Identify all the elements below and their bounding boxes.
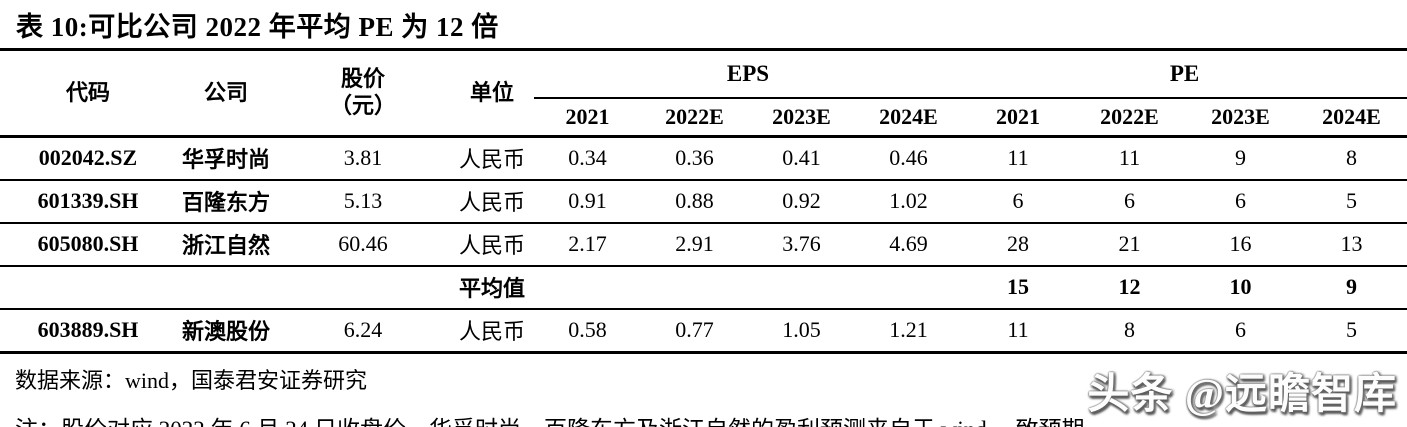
cell-unit: 人民币 bbox=[458, 190, 525, 215]
cell-company-empty bbox=[176, 266, 276, 309]
cell-eps-2022e: 0.36 bbox=[675, 145, 714, 170]
cell-pe-2021: 6 bbox=[1012, 188, 1024, 213]
cell-code-empty bbox=[0, 266, 176, 309]
col-header-code: 代码 bbox=[65, 79, 110, 105]
cell-eps-2022e-empty bbox=[641, 266, 748, 309]
col-header-eps-2022e: 2022E bbox=[665, 103, 724, 129]
cell-company: 百隆东方 bbox=[181, 190, 270, 215]
cell-eps-2021: 2.17 bbox=[568, 231, 607, 256]
cell-eps-2022e: 2.91 bbox=[675, 231, 714, 256]
header-group-row: 代码 公司 股价 （元） 单位 EPS PE bbox=[0, 51, 1407, 118]
cell-pe-2023e: 16 bbox=[1229, 231, 1252, 256]
cell-pe-2023e: 6 bbox=[1235, 317, 1246, 342]
cell-pe-2023e: 6 bbox=[1235, 188, 1246, 213]
cell-pe-2023e: 9 bbox=[1235, 145, 1246, 170]
cell-pe-2021: 15 bbox=[1007, 274, 1029, 299]
cell-eps-2021: 0.58 bbox=[568, 317, 607, 342]
col-header-price-line2: （元） bbox=[329, 92, 396, 118]
cell-pe-2021: 11 bbox=[1007, 317, 1029, 342]
cell-eps-2024e: 4.69 bbox=[889, 231, 928, 256]
col-group-pe: PE bbox=[962, 51, 1407, 99]
cell-code: 601339.SH bbox=[37, 188, 139, 213]
cell-pe-2024e: 13 bbox=[1340, 231, 1363, 256]
cell-price: 60.46 bbox=[338, 231, 388, 256]
cell-pe-2024e: 8 bbox=[1346, 145, 1357, 170]
cell-company: 浙江自然 bbox=[181, 233, 270, 258]
cell-unit: 人民币 bbox=[458, 319, 525, 344]
col-group-eps: EPS bbox=[534, 51, 962, 99]
cell-pe-2021: 28 bbox=[1007, 231, 1029, 256]
cell-eps-2021-empty bbox=[534, 266, 641, 309]
cell-eps-2021: 0.91 bbox=[568, 188, 607, 213]
table-row: 605080.SH 浙江自然 60.46 人民币 2.17 2.91 3.76 … bbox=[0, 222, 1407, 266]
cell-eps-2024e: 0.46 bbox=[889, 145, 928, 170]
cell-pe-2024e: 5 bbox=[1346, 317, 1357, 342]
cell-pe-2021: 11 bbox=[1007, 145, 1029, 170]
cell-eps-2023e: 3.76 bbox=[782, 231, 821, 256]
col-header-company: 公司 bbox=[203, 79, 248, 105]
col-header-eps-2023e: 2023E bbox=[772, 103, 831, 129]
col-header-price: 股价 （元） bbox=[276, 51, 450, 136]
table-header: 代码 公司 股价 （元） 单位 EPS PE 2021 2022E 2023E … bbox=[0, 51, 1407, 136]
cell-pe-2022e: 12 bbox=[1118, 274, 1141, 299]
cell-pe-2024e: 9 bbox=[1346, 274, 1357, 299]
cell-unit: 人民币 bbox=[458, 147, 525, 172]
cell-code: 002042.SZ bbox=[38, 145, 138, 170]
comparable-companies-table: 代码 公司 股价 （元） 单位 EPS PE 2021 2022E 2023E … bbox=[0, 51, 1407, 354]
cell-price-empty bbox=[276, 266, 450, 309]
col-header-pe-2023e: 2023E bbox=[1211, 103, 1270, 129]
cell-average-label: 平均值 bbox=[458, 276, 525, 301]
col-header-pe-2021: 2021 bbox=[996, 103, 1040, 129]
cell-price: 6.24 bbox=[343, 317, 383, 342]
table-body: 002042.SZ 华孚时尚 3.81 人民币 0.34 0.36 0.41 0… bbox=[0, 136, 1407, 352]
footnote-text: 注：股价对应 2022 年 6 月 24 日收盘价，华孚时尚、百隆东方及浙江自然… bbox=[0, 395, 1407, 427]
cell-code: 603889.SH bbox=[37, 317, 139, 342]
cell-eps-2022e: 0.77 bbox=[675, 317, 714, 342]
col-header-pe-2022e: 2022E bbox=[1100, 103, 1159, 129]
cell-price: 3.81 bbox=[343, 145, 383, 170]
cell-pe-2022e: 11 bbox=[1118, 145, 1141, 170]
table-row: 601339.SH 百隆东方 5.13 人民币 0.91 0.88 0.92 1… bbox=[0, 179, 1407, 223]
cell-company: 华孚时尚 bbox=[181, 147, 270, 172]
cell-eps-2023e: 1.05 bbox=[782, 317, 821, 342]
table-title: 表 10:可比公司 2022 年平均 PE 为 12 倍 bbox=[0, 0, 1407, 51]
cell-pe-2022e: 21 bbox=[1118, 231, 1141, 256]
cell-price: 5.13 bbox=[343, 188, 383, 213]
cell-eps-2021: 0.34 bbox=[568, 145, 607, 170]
cell-eps-2022e: 0.88 bbox=[675, 188, 714, 213]
col-header-unit: 单位 bbox=[469, 79, 514, 105]
cell-eps-2024e: 1.02 bbox=[889, 188, 928, 213]
header-year-row: 2021 2022E 2023E 2024E 2021 2022E 2023E … bbox=[0, 98, 1407, 136]
toutiao-watermark: 头条 @远瞻智库 bbox=[1087, 372, 1397, 418]
cell-company: 新澳股份 bbox=[181, 319, 270, 344]
cell-eps-2023e: 0.41 bbox=[782, 145, 821, 170]
col-header-eps-2021: 2021 bbox=[565, 103, 610, 129]
cell-pe-2022e: 6 bbox=[1124, 188, 1135, 213]
cell-pe-2024e: 5 bbox=[1346, 188, 1357, 213]
table-row: 603889.SH 新澳股份 6.24 人民币 0.58 0.77 1.05 1… bbox=[0, 308, 1407, 353]
cell-eps-2024e-empty bbox=[855, 266, 962, 309]
cell-pe-2023e: 10 bbox=[1229, 274, 1252, 299]
cell-code: 605080.SH bbox=[37, 231, 139, 256]
col-header-eps-2024e: 2024E bbox=[879, 103, 938, 129]
col-header-price-line1: 股价 bbox=[340, 66, 385, 92]
cell-eps-2024e: 1.21 bbox=[889, 317, 928, 342]
cell-pe-2022e: 8 bbox=[1124, 317, 1135, 342]
average-row: 平均值 15 12 10 9 bbox=[0, 265, 1407, 309]
col-header-pe-2024e: 2024E bbox=[1322, 103, 1381, 129]
data-source-text: 数据来源：wind，国泰君安证券研究 bbox=[15, 367, 368, 393]
table-row: 002042.SZ 华孚时尚 3.81 人民币 0.34 0.36 0.41 0… bbox=[0, 136, 1407, 180]
cell-unit: 人民币 bbox=[458, 233, 525, 258]
cell-eps-2023e-empty bbox=[748, 266, 855, 309]
cell-eps-2023e: 0.92 bbox=[782, 188, 821, 213]
